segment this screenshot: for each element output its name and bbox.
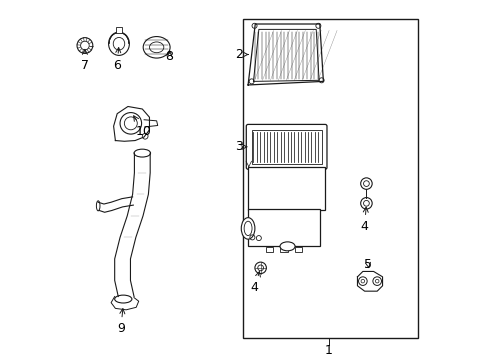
Bar [280,247,287,252]
Text: 9: 9 [117,309,124,335]
Text: 10: 10 [133,116,152,138]
Text: 1: 1 [324,344,332,357]
Bar [294,247,301,252]
Ellipse shape [241,218,254,239]
Text: 5: 5 [364,258,371,271]
Ellipse shape [113,37,124,50]
Ellipse shape [280,242,294,251]
Ellipse shape [244,221,251,235]
FancyBboxPatch shape [246,125,326,169]
Bar [247,209,319,246]
Ellipse shape [115,295,132,303]
Ellipse shape [149,42,163,53]
Bar [116,27,122,33]
Ellipse shape [134,149,150,157]
Bar [251,130,321,164]
Ellipse shape [108,32,129,55]
Text: 2: 2 [234,48,248,61]
Ellipse shape [143,37,170,58]
Text: 3: 3 [234,140,246,153]
Bar [242,19,417,338]
Bar [247,167,325,211]
Bar [265,247,273,252]
Text: 8: 8 [165,50,173,63]
Text: 4: 4 [360,207,368,233]
Text: 7: 7 [81,49,89,72]
Ellipse shape [96,201,100,211]
Text: 6: 6 [113,48,121,72]
Text: 4: 4 [250,271,260,294]
